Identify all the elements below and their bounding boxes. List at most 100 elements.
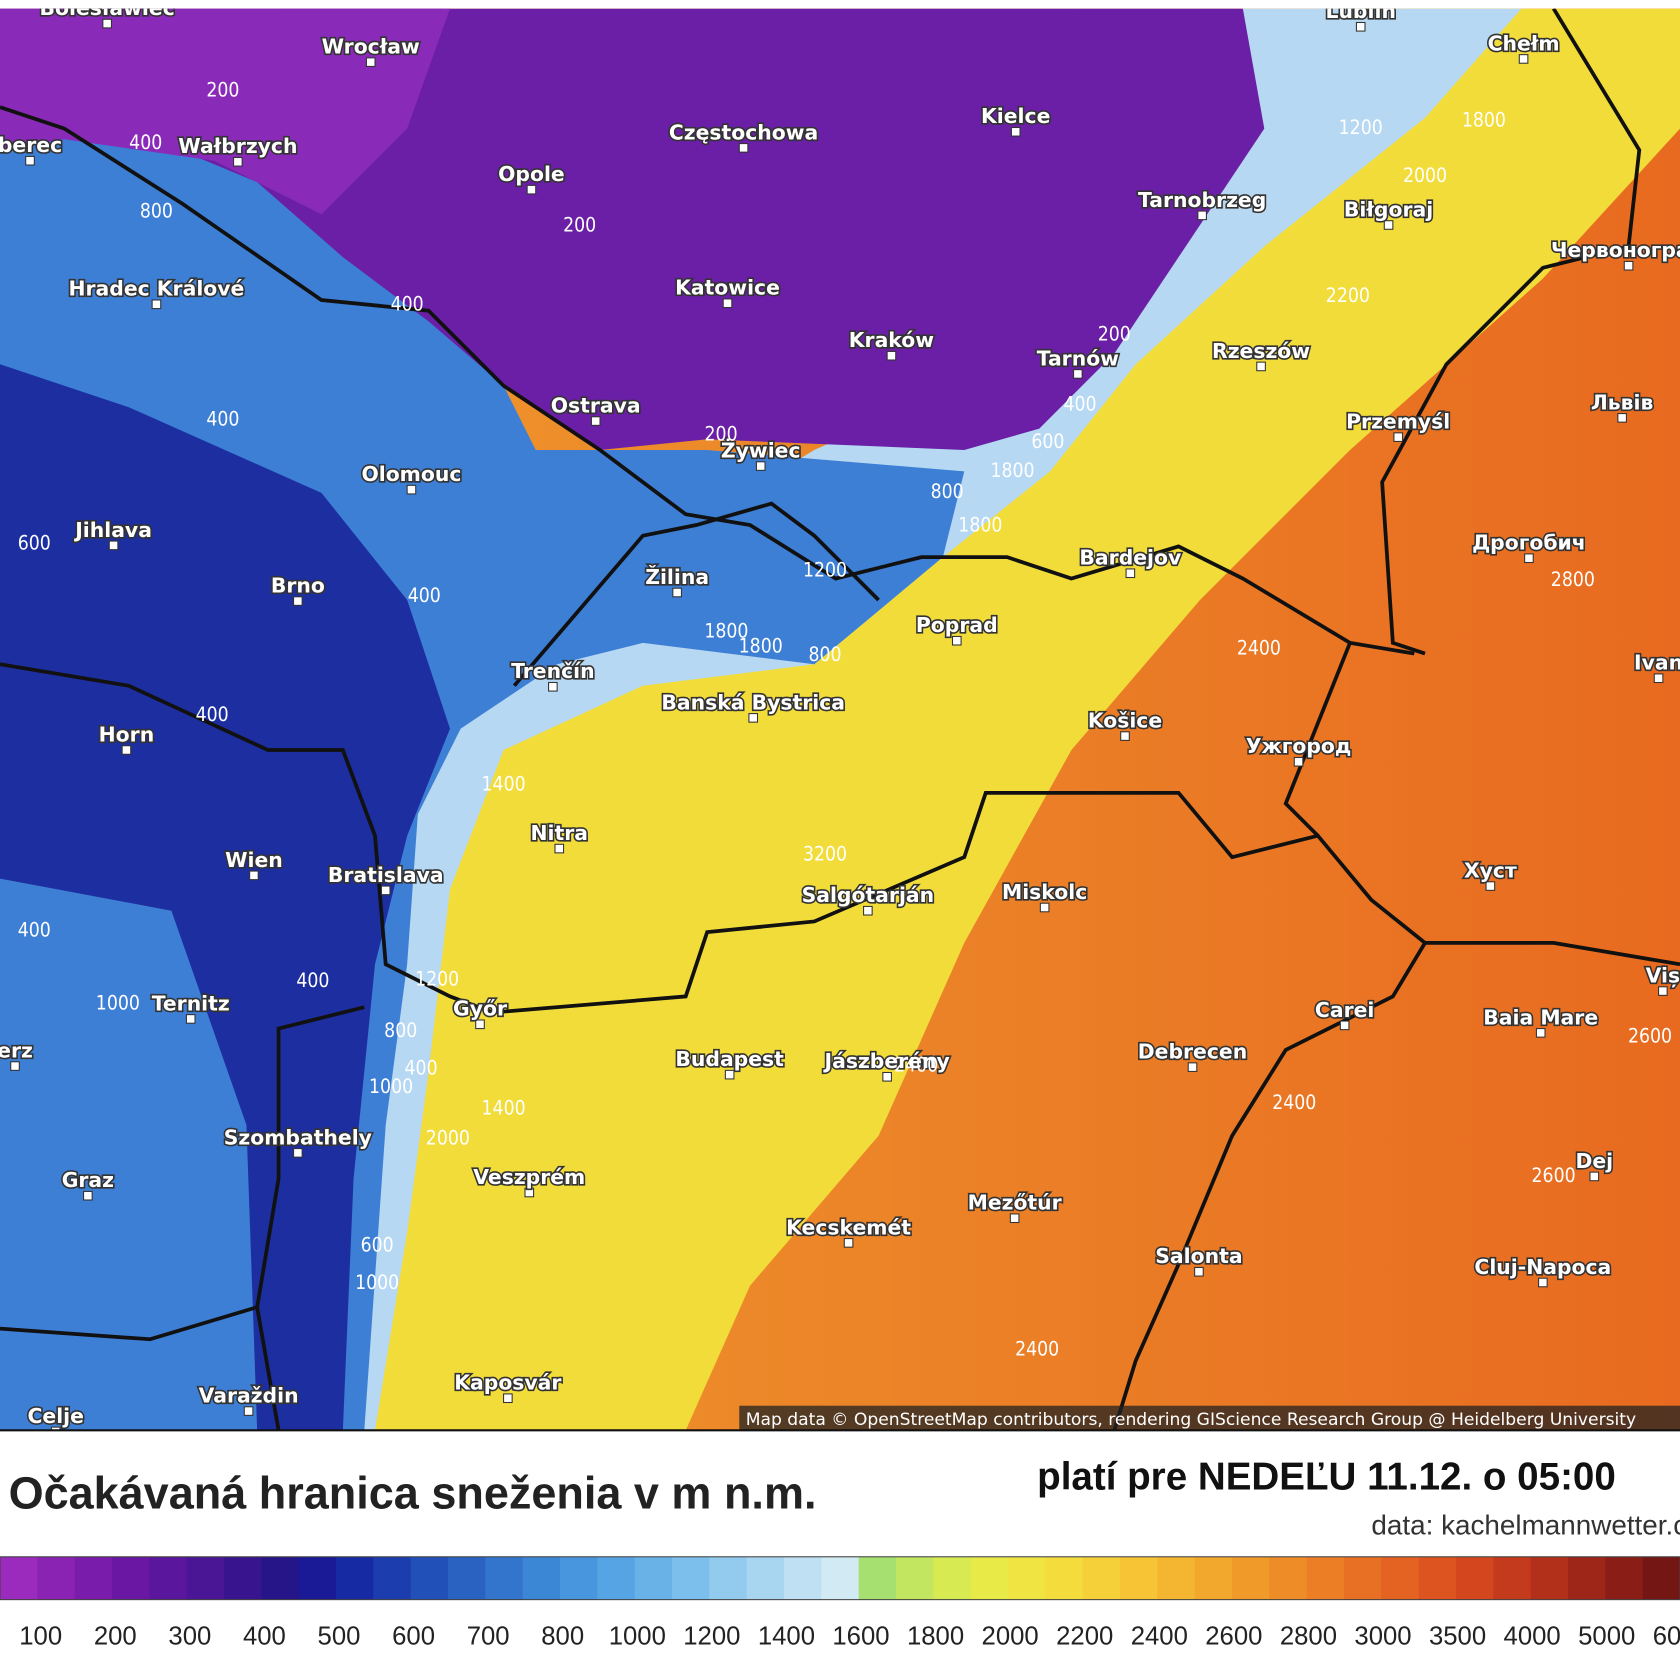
- contour-label: 1000: [96, 991, 140, 1014]
- legend-label: 2600: [1205, 1623, 1262, 1651]
- city-label: Żywiec: [721, 438, 801, 463]
- city-marker: [1010, 126, 1021, 137]
- legend-swatch: [373, 1556, 412, 1600]
- legend-swatch: [336, 1556, 374, 1600]
- city-marker: [185, 1014, 196, 1024]
- city-label: Jászberény: [823, 1049, 950, 1073]
- city-marker: [365, 57, 376, 67]
- legend-label: 800: [541, 1623, 584, 1651]
- contour-label: 400: [408, 584, 441, 607]
- city-label: Debrecen: [1138, 1040, 1247, 1064]
- city-marker: [1393, 432, 1404, 442]
- city-marker: [108, 540, 119, 551]
- contour-label: 2400: [1237, 637, 1281, 660]
- city-label: Poprad: [916, 613, 998, 637]
- city-marker: [722, 298, 733, 309]
- legend-swatch: [858, 1556, 897, 1600]
- city-label: Львів: [1591, 390, 1653, 414]
- city-label: Kecskemét: [786, 1215, 911, 1239]
- legend-label: 200: [94, 1623, 137, 1651]
- legend-swatch: [1045, 1556, 1084, 1600]
- legend-swatch: [821, 1556, 860, 1600]
- city-label: Horn: [99, 722, 155, 746]
- city-label: Viș: [1646, 963, 1680, 987]
- contour-labels: 200 400 800 200 400 400 600 400 400 400 400 400 1200…: [18, 78, 1672, 1360]
- city-marker: [121, 745, 132, 755]
- contour-label: 400: [391, 293, 424, 316]
- city-label: Veszprém: [473, 1165, 585, 1189]
- city-marker: [1187, 1062, 1198, 1072]
- legend-label: 700: [467, 1623, 510, 1651]
- legend-swatch: [746, 1556, 785, 1600]
- city-marker: [151, 299, 162, 310]
- legend-label: 500: [318, 1623, 361, 1651]
- footer-source: data: kachelmannwetter.com: [1371, 1509, 1680, 1540]
- city-label: Ivan: [1634, 651, 1680, 675]
- city-marker: [1355, 21, 1366, 32]
- city-marker: [590, 416, 601, 426]
- contour-label: 400: [206, 407, 239, 430]
- legend-swatch: [410, 1556, 449, 1600]
- contour-label: 2000: [426, 1126, 470, 1149]
- legend-swatch: [485, 1556, 524, 1600]
- contour-label: 2400: [1015, 1337, 1059, 1360]
- legend-frame: [0, 1556, 1680, 1601]
- city-marker: [951, 635, 962, 646]
- city-marker: [243, 1406, 254, 1416]
- city-label: Opole: [498, 162, 565, 186]
- legend-label: 2200: [1056, 1623, 1113, 1651]
- city-label: Žilina: [645, 564, 709, 589]
- city-marker: [843, 1238, 854, 1248]
- legend-label: 1200: [683, 1623, 740, 1651]
- legend-swatch: [1232, 1556, 1270, 1600]
- city-marker: [1538, 1277, 1548, 1288]
- city-marker: [1589, 1171, 1600, 1182]
- city-marker: [524, 1187, 535, 1198]
- city-marker: [380, 885, 391, 896]
- city-label: Przemyśl: [1346, 410, 1450, 434]
- city-marker: [249, 870, 259, 881]
- legend-swatch: [522, 1556, 561, 1600]
- contour-label: 800: [140, 200, 173, 223]
- credit-box: [739, 1405, 1680, 1431]
- legend-swatch: [560, 1556, 598, 1600]
- legend-swatch: [896, 1556, 934, 1600]
- city-marker: [1009, 1213, 1020, 1224]
- contour-label: 400: [196, 703, 229, 726]
- legend-swatch: [1530, 1556, 1569, 1600]
- legend-swatch: [112, 1556, 150, 1600]
- city-label: Дрогобич: [1472, 531, 1586, 555]
- city-label: berec: [0, 133, 62, 157]
- city-marker: [1623, 260, 1634, 271]
- legend-swatch: [1194, 1556, 1233, 1600]
- contour-label: 2600: [1628, 1025, 1672, 1048]
- legend-swatch: [634, 1556, 673, 1600]
- city-label: Biłgoraj: [1344, 197, 1433, 221]
- city-label: Bardejov: [1079, 546, 1181, 570]
- city-marker: [406, 484, 417, 495]
- city-label: Szombathely: [224, 1125, 372, 1149]
- city-label: Ternitz: [152, 991, 230, 1015]
- legend-swatch: [1642, 1556, 1680, 1600]
- city-marker: [882, 1071, 892, 1082]
- city-label: Brno: [271, 574, 325, 598]
- city-label: Budapest: [675, 1047, 784, 1071]
- city-label: Tarnobrzeg: [1138, 188, 1266, 212]
- city-marker: [10, 1061, 20, 1071]
- legend-swatch: [1381, 1556, 1420, 1600]
- light-purple-zone: [0, 8, 450, 215]
- legend-swatch: [784, 1556, 822, 1600]
- city-label: erz: [0, 1039, 33, 1063]
- legend-swatch: [0, 1556, 38, 1600]
- legend-swatch: [298, 1556, 337, 1600]
- city-marker: [1485, 881, 1496, 891]
- contour-label: 400: [405, 1057, 438, 1080]
- city-label: Хуст: [1464, 859, 1517, 883]
- city-marker: [293, 1148, 303, 1158]
- light-blue-zone: [321, 8, 1522, 1431]
- city-label: Chełm: [1488, 31, 1560, 55]
- contour-label: 200: [705, 422, 738, 445]
- contour-label: 600: [18, 532, 51, 555]
- city-marker: [1339, 1020, 1350, 1031]
